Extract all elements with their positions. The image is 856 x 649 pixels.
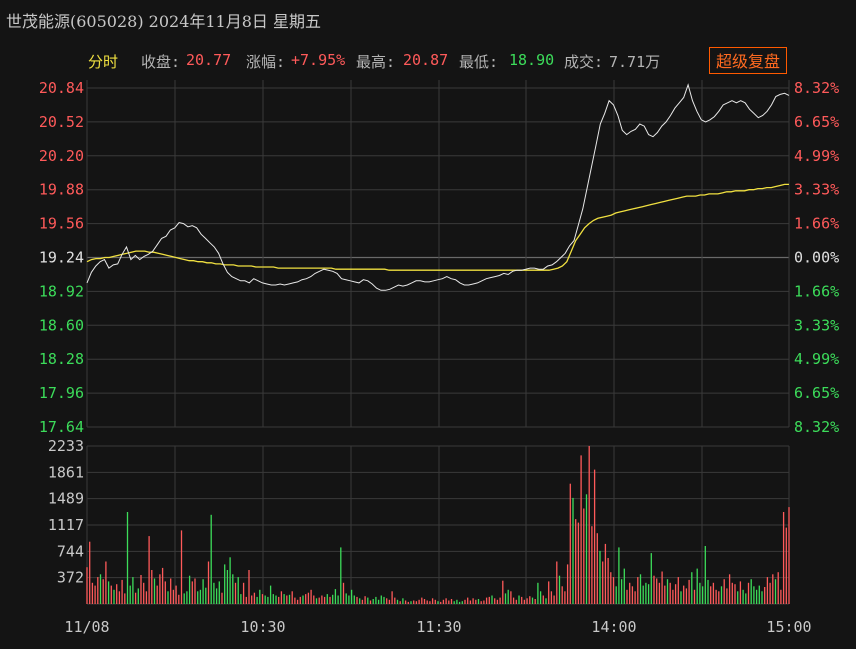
price-tick-label: 18.28 (39, 350, 84, 368)
price-tick-label: 19.24 (39, 249, 84, 267)
super-review-button[interactable]: 超级复盘 (709, 47, 787, 74)
high-value: 20.87 (403, 51, 449, 69)
percent-tick-label: 1.66% (794, 215, 839, 233)
price-tick-label: 20.20 (39, 147, 84, 165)
price-tick-label: 20.52 (39, 113, 84, 131)
volume-value: 7.71万 (609, 53, 661, 71)
price-tick-label: 19.88 (39, 181, 84, 199)
mode-tab-intraday[interactable]: 分时 (88, 53, 119, 71)
low-label: 最低: (459, 53, 499, 71)
volume-axis: 2233 1861 1489 1117 744 372 (48, 437, 84, 587)
time-tick-label: 11/08 (64, 618, 109, 636)
volume-tick-label: 1861 (48, 463, 84, 481)
percent-tick-label: 1.66% (794, 282, 839, 300)
volume-label: 成交: (564, 53, 604, 71)
percent-tick-label: 6.65% (794, 113, 839, 131)
percent-tick-label: 8.32% (794, 79, 839, 97)
price-tick-label: 17.64 (39, 418, 84, 436)
percent-axis-right: 8.32% 6.65% 4.99% 3.33% 1.66% 0.00% 1.66% 3.33%… (794, 79, 839, 436)
high-label: 最高: (356, 53, 396, 71)
time-tick-label: 11:30 (416, 618, 461, 636)
change-label: 涨幅: (246, 53, 286, 71)
price-tick-label: 17.96 (39, 384, 84, 402)
percent-tick-label: 8.32% (794, 418, 839, 436)
price-line (86, 83, 790, 291)
quote-info-bar: 分时 收盘: 20.77 涨幅: +7.95% 最高: 20.87 最低: 18… (0, 46, 856, 76)
time-axis: 11/08 10:30 11:30 14:00 15:00 (64, 618, 811, 636)
change-value: +7.95% (291, 51, 346, 69)
percent-tick-label: 3.33% (794, 181, 839, 199)
page-title: 世茂能源(605028) 2024年11月8日 星期五 (6, 12, 321, 31)
average-price-line (86, 183, 789, 271)
time-tick-label: 14:00 (591, 618, 636, 636)
volume-tick-label: 744 (57, 542, 84, 560)
price-tick-label: 20.84 (39, 79, 84, 97)
price-tick-label: 19.56 (39, 215, 84, 233)
volume-bars (86, 446, 790, 604)
price-axis-left: 20.84 20.52 20.20 19.88 19.56 19.24 18.92 18.60… (39, 79, 84, 436)
price-tick-label: 18.92 (39, 282, 84, 300)
percent-tick-label: 6.65% (794, 384, 839, 402)
percent-tick-label: 0.00% (794, 249, 839, 267)
percent-tick-label: 4.99% (794, 147, 839, 165)
volume-tick-label: 1489 (48, 490, 84, 508)
chart-grid (86, 80, 790, 605)
price-tick-label: 18.60 (39, 316, 84, 334)
volume-tick-label: 372 (57, 569, 84, 587)
volume-tick-label: 2233 (48, 437, 84, 455)
percent-tick-label: 4.99% (794, 350, 839, 368)
time-tick-label: 15:00 (766, 618, 811, 636)
percent-tick-label: 3.33% (794, 316, 839, 334)
volume-tick-label: 1117 (48, 516, 84, 534)
close-label: 收盘: (141, 53, 181, 71)
low-value: 18.90 (509, 51, 555, 69)
time-tick-label: 10:30 (240, 618, 285, 636)
close-value: 20.77 (186, 51, 232, 69)
